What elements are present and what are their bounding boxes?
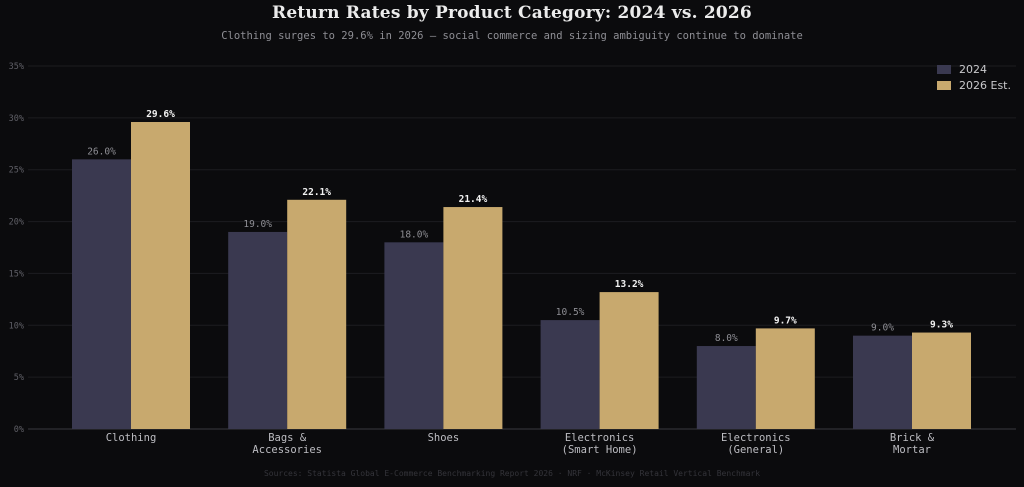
x-tick-label: Brick & [890, 432, 935, 444]
x-tick-label: Mortar [893, 444, 931, 456]
data-label-2024: 10.5% [556, 307, 585, 318]
x-tick-label: (Smart Home) [562, 444, 638, 456]
x-tick-label: Electronics [721, 432, 791, 444]
legend-label-2026: 2026 Est. [959, 79, 1011, 92]
x-tick-label: Accessories [252, 444, 322, 456]
data-label-2024: 26.0% [87, 146, 116, 157]
data-label-2026: 13.2% [615, 279, 644, 290]
x-tick-label: (General) [727, 444, 784, 456]
bar-2024 [540, 320, 600, 429]
data-label-2026: 22.1% [302, 187, 331, 198]
chart-title: Return Rates by Product Category: 2024 v… [272, 3, 752, 23]
bar-2024 [228, 231, 288, 429]
y-tick-label: 0% [14, 425, 24, 435]
chart-subtitle: Clothing surges to 29.6% in 2026 — socia… [221, 30, 803, 42]
data-label-2024: 18.0% [400, 229, 429, 240]
bar-2026 [912, 332, 971, 429]
bar-2026 [287, 199, 347, 429]
x-tick-label: Clothing [106, 432, 157, 444]
data-label-2026: 29.6% [146, 109, 175, 120]
x-tick-label: Shoes [428, 432, 460, 444]
y-tick-label: 5% [14, 373, 24, 383]
bar-2024 [853, 335, 912, 429]
bar-2026 [443, 207, 503, 429]
data-label-2026: 21.4% [459, 194, 488, 205]
bar-2026 [599, 292, 659, 429]
x-tick-label: Electronics [565, 432, 635, 444]
y-tick-label: 15% [9, 269, 24, 279]
y-tick-label: 10% [9, 321, 24, 331]
y-tick-label: 30% [9, 114, 24, 124]
data-label-2024: 9.0% [871, 323, 894, 334]
bar-2024 [72, 159, 131, 430]
legend-item-2024: 2024 [937, 62, 1011, 77]
y-tick-label: 20% [9, 218, 24, 228]
bar-2024 [696, 346, 756, 429]
data-label-2024: 19.0% [243, 219, 272, 230]
data-label-2026: 9.3% [930, 320, 953, 331]
bar-2024 [384, 242, 444, 429]
data-label-2024: 8.0% [715, 333, 738, 344]
legend-item-2026: 2026 Est. [937, 78, 1011, 93]
legend-label-2024: 2024 [959, 63, 987, 76]
legend-swatch-2024 [937, 65, 951, 74]
chart-legend: 2024 2026 Est. [937, 62, 1011, 94]
bar-2026 [755, 328, 815, 429]
y-tick-label: 25% [9, 166, 24, 176]
chart-source-note: Sources: Statista Global E-Commerce Benc… [263, 469, 761, 478]
y-tick-label: 35% [9, 62, 24, 72]
data-label-2026: 9.7% [774, 315, 797, 326]
bar-2026 [131, 122, 190, 430]
legend-swatch-2026 [937, 81, 951, 90]
x-tick-label: Bags & [268, 432, 307, 444]
